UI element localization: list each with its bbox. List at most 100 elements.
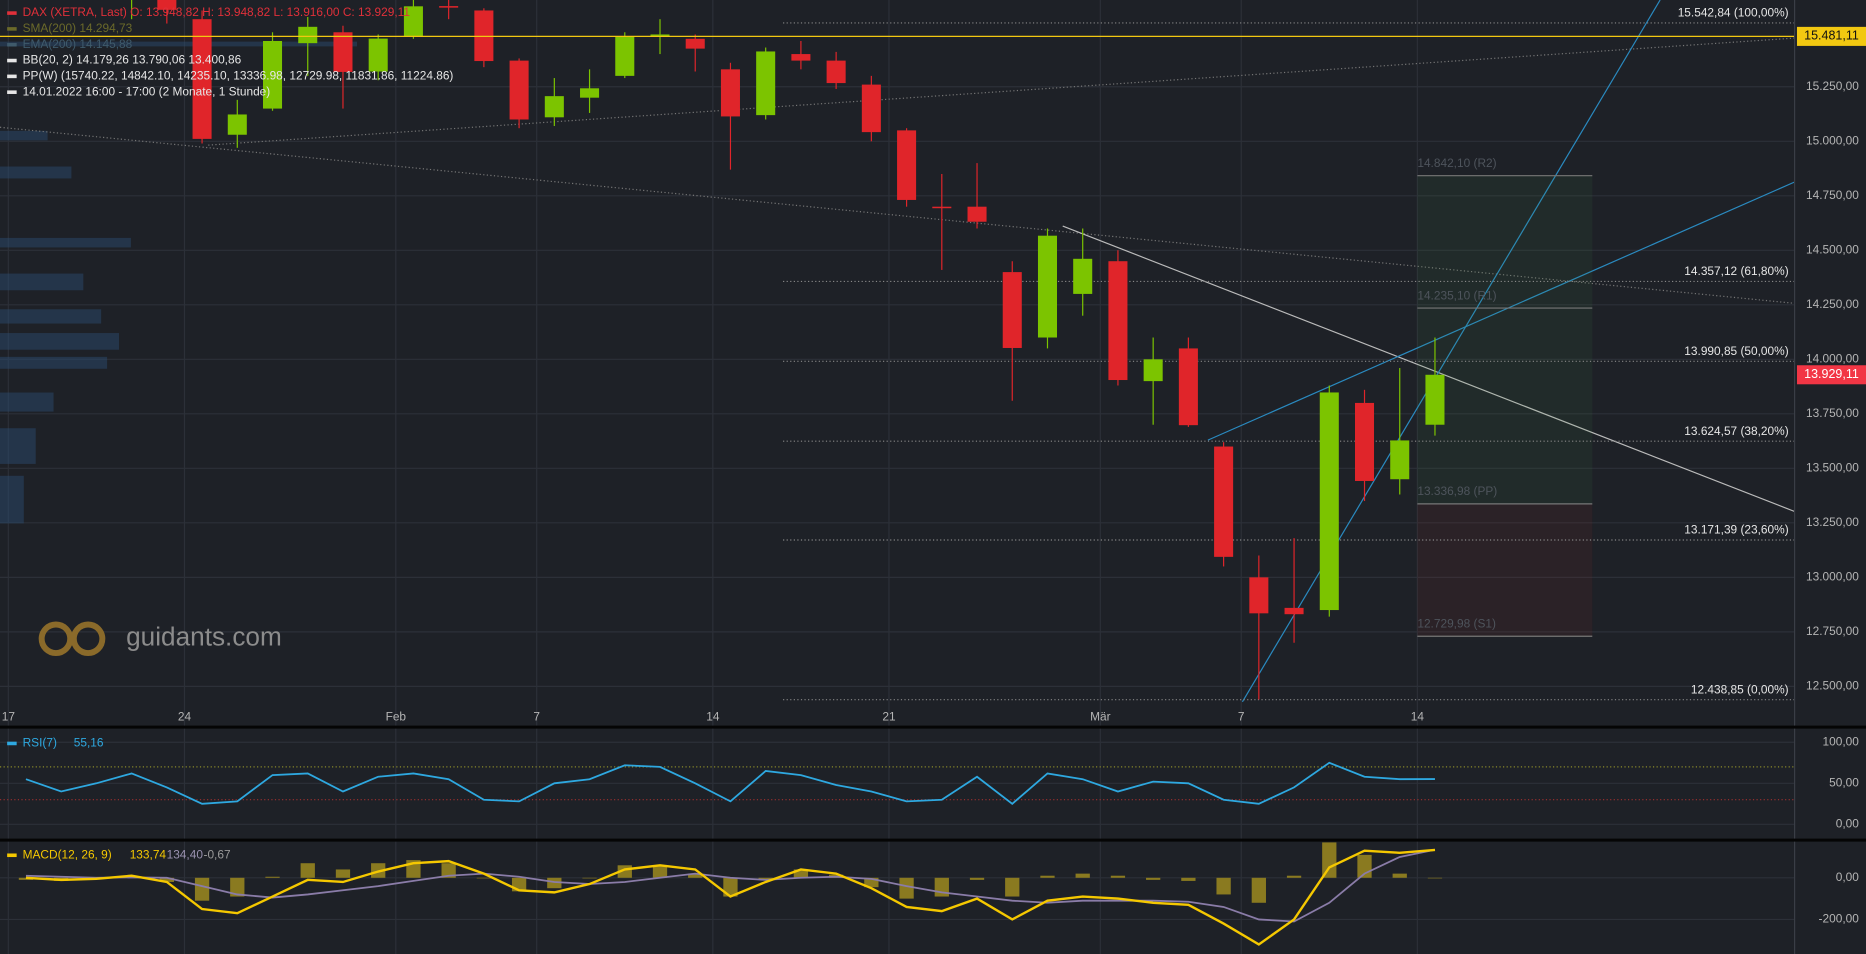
y-tick-label: 14.500,00	[1806, 242, 1859, 256]
y-tick-label: 13.000,00	[1806, 569, 1859, 583]
pivot-label: 13.336,98 (PP)	[1417, 484, 1497, 498]
candle-body	[227, 114, 247, 135]
macd-line	[25, 848, 1436, 946]
legend-entry: 14.01.2022 16:00 - 17:00 (2 Monate, 1 St…	[23, 84, 271, 98]
histogram-bar	[1181, 877, 1196, 881]
price-tag	[1796, 365, 1866, 385]
volume-profile	[0, 41, 358, 524]
legend-marker	[7, 853, 17, 858]
x-tick-label: Feb	[386, 709, 407, 723]
y-tick-label: 0,00	[1836, 816, 1860, 830]
histogram-bar	[864, 877, 879, 888]
y-tick-label: 100,00	[1823, 734, 1860, 748]
indicator-name: RSI(7)	[23, 736, 57, 750]
y-tick-label: 14.750,00	[1806, 188, 1859, 202]
candle-body	[1002, 272, 1022, 348]
histogram-bar	[688, 873, 703, 878]
candle-body	[298, 26, 318, 44]
candle-body	[544, 96, 564, 118]
y-tick-label: 13.500,00	[1806, 460, 1859, 474]
y-tick-label: 14.250,00	[1806, 297, 1859, 311]
macd-line	[25, 848, 1436, 923]
x-tick-label: 14	[706, 709, 720, 723]
histogram-bar	[1005, 877, 1020, 897]
rsi-panel	[0, 761, 1795, 805]
candle-body	[756, 51, 776, 116]
price-tag	[1796, 26, 1866, 46]
histogram-bar	[723, 877, 738, 897]
panel-separator	[0, 725, 1866, 729]
indicator-value: 133,74	[130, 847, 167, 861]
histogram-bar	[582, 877, 597, 879]
price-tag-label: 15.481,11	[1804, 29, 1859, 43]
price-tag-label: 13.929,11	[1804, 367, 1859, 381]
candle-body	[1214, 446, 1234, 557]
histogram-bar	[1146, 877, 1161, 880]
trend-line	[1207, 181, 1795, 441]
legend-entry: BB(20, 2) 14.179,26 13.790,06 13.400,86	[23, 53, 242, 67]
candle-body	[192, 19, 212, 139]
candle-body	[861, 84, 881, 133]
histogram-bar	[194, 877, 210, 901]
watermark: guidants.com	[126, 622, 282, 652]
candle-body	[1284, 607, 1304, 615]
candle-body	[333, 32, 353, 72]
candle-body	[403, 6, 423, 37]
x-tick-label: 7	[533, 709, 540, 723]
legend-entry: PP(W) (15740.22, 14842.10, 14235.10, 133…	[23, 69, 454, 83]
trend-line	[1241, 0, 1661, 703]
histogram-bar	[1075, 873, 1090, 878]
histogram-bar	[1427, 877, 1443, 879]
trend-line	[208, 37, 1795, 146]
price-panel: 14.842,10 (R2) 14.235,10 (R1) 13.336,98 (P…	[0, 0, 1795, 701]
candle-body	[615, 36, 635, 76]
candle-body	[1037, 235, 1058, 338]
y-tick-label: -200,00	[1819, 912, 1860, 926]
candle-body	[720, 69, 740, 117]
candle-body	[580, 88, 600, 98]
histogram-bar	[1110, 875, 1126, 878]
pivot-label: 14.235,10 (R1)	[1417, 288, 1496, 302]
candle-body	[1178, 348, 1198, 426]
pivot-zone-down	[1417, 503, 1593, 637]
candle-body	[474, 10, 494, 62]
histogram-bar	[899, 877, 914, 899]
panel-separator	[0, 838, 1866, 842]
pivot-zone-up	[1417, 175, 1593, 504]
histogram-bar	[441, 863, 456, 878]
legend-marker	[7, 27, 17, 31]
candle-body	[1390, 440, 1410, 480]
candle-body	[157, 0, 177, 10]
legend-entry: DAX (XETRA, Last) O: 13.948,82 H: 13.948…	[23, 5, 411, 19]
fib-label: 15.542,84 (100,00%)	[1678, 6, 1789, 20]
y-tick-label: 14.000,00	[1806, 351, 1859, 365]
indicator-value: 134,40	[167, 847, 204, 861]
x-tick-label: 21	[882, 709, 896, 723]
fib-label: 13.171,39 (23,60%)	[1684, 523, 1788, 537]
histogram-bar	[1322, 842, 1337, 878]
histogram-bar	[159, 877, 174, 882]
legend-marker	[7, 90, 17, 94]
y-tick-label: 15.250,00	[1806, 79, 1859, 93]
legend-marker	[7, 58, 17, 63]
candle-body	[897, 130, 917, 200]
x-tick-label: 17	[2, 709, 15, 723]
pivot-label: 14.842,10 (R2)	[1417, 156, 1496, 170]
histogram-bar	[1392, 873, 1407, 878]
histogram-bar	[1251, 877, 1266, 903]
indicator-name: MACD(12, 26, 9)	[23, 847, 112, 861]
logo	[38, 621, 106, 657]
drawings	[0, 0, 1795, 703]
histogram-bar	[758, 877, 773, 880]
y-tick-label: 15.000,00	[1806, 133, 1859, 147]
histogram-bar	[300, 863, 315, 878]
candle-body	[439, 6, 459, 8]
y-tick-label: 12.500,00	[1806, 679, 1859, 693]
candle-body	[1073, 258, 1093, 294]
histogram-bar	[547, 877, 562, 889]
x-tick-label: 7	[1238, 709, 1245, 723]
candle-body	[685, 38, 705, 49]
histogram-bar	[1216, 877, 1231, 895]
histogram-bar	[476, 877, 492, 879]
